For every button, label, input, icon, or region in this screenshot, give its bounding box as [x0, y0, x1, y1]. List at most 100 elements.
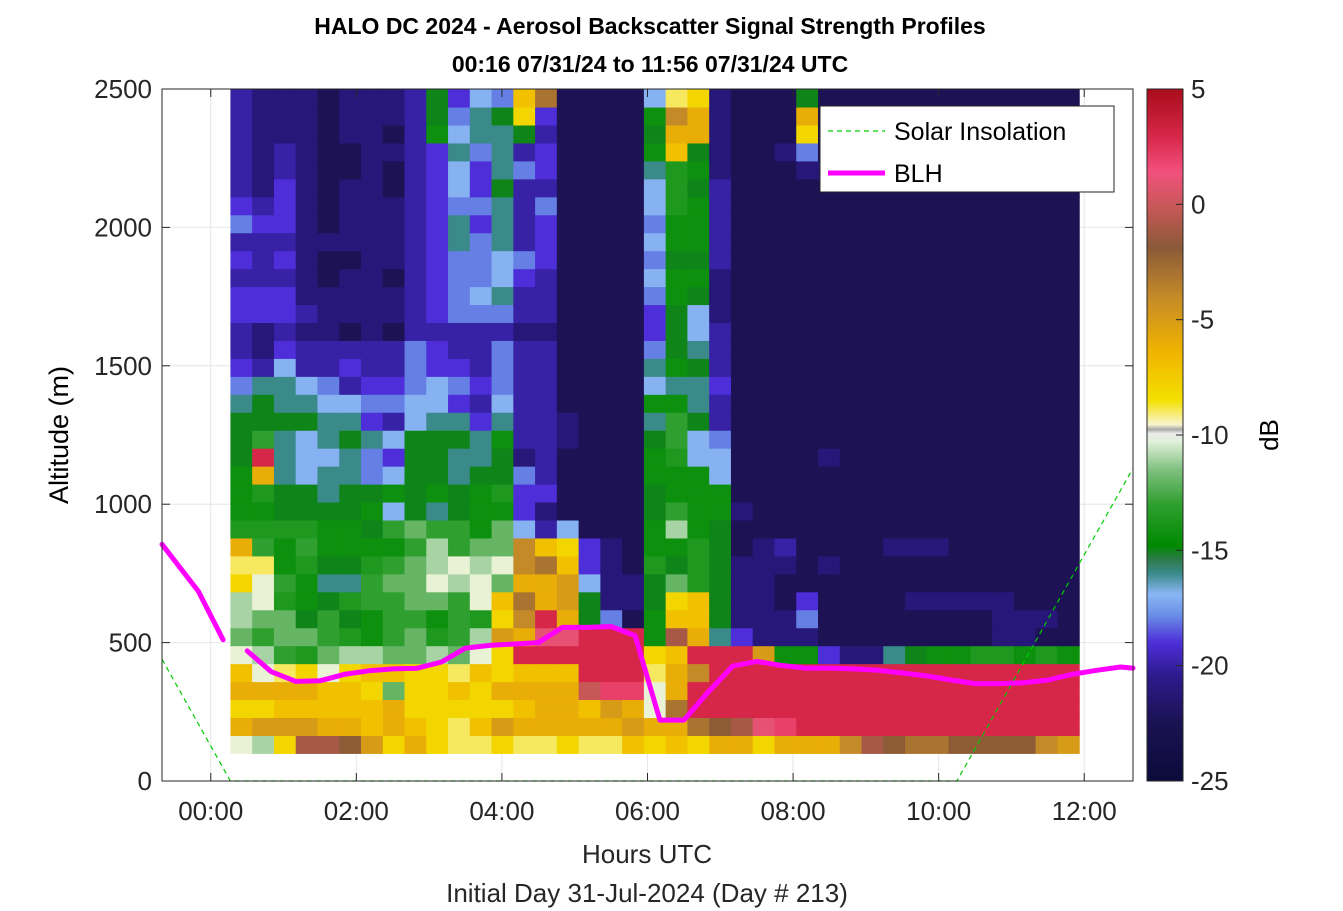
heatmap-cell	[926, 501, 950, 521]
heatmap-cell	[382, 537, 406, 557]
heatmap-cell	[1013, 304, 1037, 324]
heatmap-cell	[513, 466, 536, 485]
heatmap-cell	[230, 519, 253, 539]
heatmap-cell	[796, 430, 819, 449]
heatmap-cell	[796, 681, 819, 701]
heatmap-cell	[426, 340, 449, 359]
heatmap-cell	[796, 699, 819, 719]
heatmap-cell	[273, 501, 297, 521]
heatmap-cell	[1035, 501, 1058, 521]
heatmap-cell	[796, 627, 819, 647]
heatmap-cell	[469, 394, 493, 413]
heatmap-cell	[600, 376, 623, 395]
heatmap-cell	[622, 178, 645, 198]
heatmap-cell	[556, 627, 580, 647]
heatmap-cell	[1057, 268, 1080, 288]
heatmap-cell	[687, 412, 710, 431]
heatmap-cell	[426, 663, 449, 683]
heatmap-cell	[730, 89, 754, 108]
heatmap-cell	[730, 394, 754, 413]
colorbar-tick-label: 0	[1191, 189, 1205, 219]
heatmap-cell	[752, 214, 776, 234]
heatmap-cell	[295, 376, 319, 395]
heatmap-cell	[992, 89, 1015, 108]
heatmap-cell	[948, 717, 971, 736]
heatmap-cell	[491, 663, 514, 683]
heatmap-cell	[600, 484, 623, 503]
heatmap-cell	[796, 484, 819, 503]
heatmap-cell	[578, 268, 601, 288]
heatmap-cell	[273, 627, 297, 647]
heatmap-cell	[752, 430, 776, 449]
heatmap-cell	[752, 735, 776, 754]
heatmap-cell	[273, 160, 297, 180]
heatmap-cell	[535, 645, 558, 665]
heatmap-cell	[839, 322, 863, 341]
heatmap-cell	[382, 735, 406, 754]
heatmap-cell	[252, 484, 275, 503]
heatmap-cell	[556, 448, 580, 467]
series-blh-segment	[159, 541, 226, 643]
heatmap-cell	[992, 466, 1015, 485]
heatmap-cell	[317, 232, 340, 252]
heatmap-cell	[404, 394, 427, 413]
heatmap-cell	[839, 412, 863, 431]
heatmap-cell	[252, 358, 275, 377]
heatmap-cell	[948, 232, 971, 252]
heatmap-cell	[273, 555, 297, 575]
heatmap-cell	[317, 591, 340, 611]
heatmap-cell	[252, 196, 275, 216]
heatmap-cell	[905, 376, 928, 395]
heatmap-cell	[448, 501, 471, 521]
heatmap-cell	[295, 286, 319, 306]
heatmap-cell	[817, 340, 841, 359]
heatmap-cell	[774, 376, 797, 395]
heatmap-cell	[905, 304, 928, 324]
heatmap-cell	[709, 430, 732, 449]
heatmap-cell	[578, 645, 601, 665]
heatmap-cell	[556, 89, 580, 108]
heatmap-cell	[774, 124, 797, 144]
heatmap-cell	[992, 663, 1015, 683]
heatmap-cell	[752, 591, 776, 611]
heatmap-cell	[992, 501, 1015, 521]
heatmap-cell	[665, 663, 689, 683]
heatmap-cell	[491, 573, 514, 593]
heatmap-cell	[622, 322, 645, 341]
heatmap-cell	[535, 232, 558, 252]
heatmap-cell	[1013, 340, 1037, 359]
heatmap-cell	[252, 232, 275, 252]
heatmap-cell	[839, 537, 863, 557]
heatmap-cell	[665, 699, 689, 719]
heatmap-cell	[861, 537, 884, 557]
heatmap-cell	[469, 699, 493, 719]
heatmap-cell	[905, 627, 928, 647]
heatmap-cell	[665, 394, 689, 413]
heatmap-cell	[687, 537, 710, 557]
heatmap-cell	[491, 466, 514, 485]
heatmap-cell	[382, 394, 406, 413]
heatmap-cell	[426, 142, 449, 162]
heatmap-cell	[513, 89, 536, 108]
heatmap-cell	[752, 160, 776, 180]
heatmap-cell	[665, 537, 689, 557]
heatmap-cell	[709, 466, 732, 485]
heatmap-cell	[535, 394, 558, 413]
heatmap-cell	[469, 124, 493, 144]
heatmap-cell	[926, 519, 950, 539]
heatmap-cell	[948, 663, 971, 683]
heatmap-cell	[273, 106, 297, 126]
heatmap-cell	[295, 160, 319, 180]
colorbar-tick-label: 5	[1191, 74, 1205, 104]
heatmap-cell	[491, 178, 514, 198]
heatmap-cell	[600, 627, 623, 647]
heatmap-cell	[360, 609, 384, 629]
heatmap-cell	[687, 89, 710, 108]
heatmap-cell	[992, 609, 1015, 629]
heatmap-cell	[796, 89, 819, 108]
heatmap-cell	[230, 412, 253, 431]
heatmap-cell	[883, 394, 906, 413]
heatmap-cell	[883, 214, 906, 234]
heatmap-cell	[970, 268, 993, 288]
heatmap-cell	[817, 501, 841, 521]
